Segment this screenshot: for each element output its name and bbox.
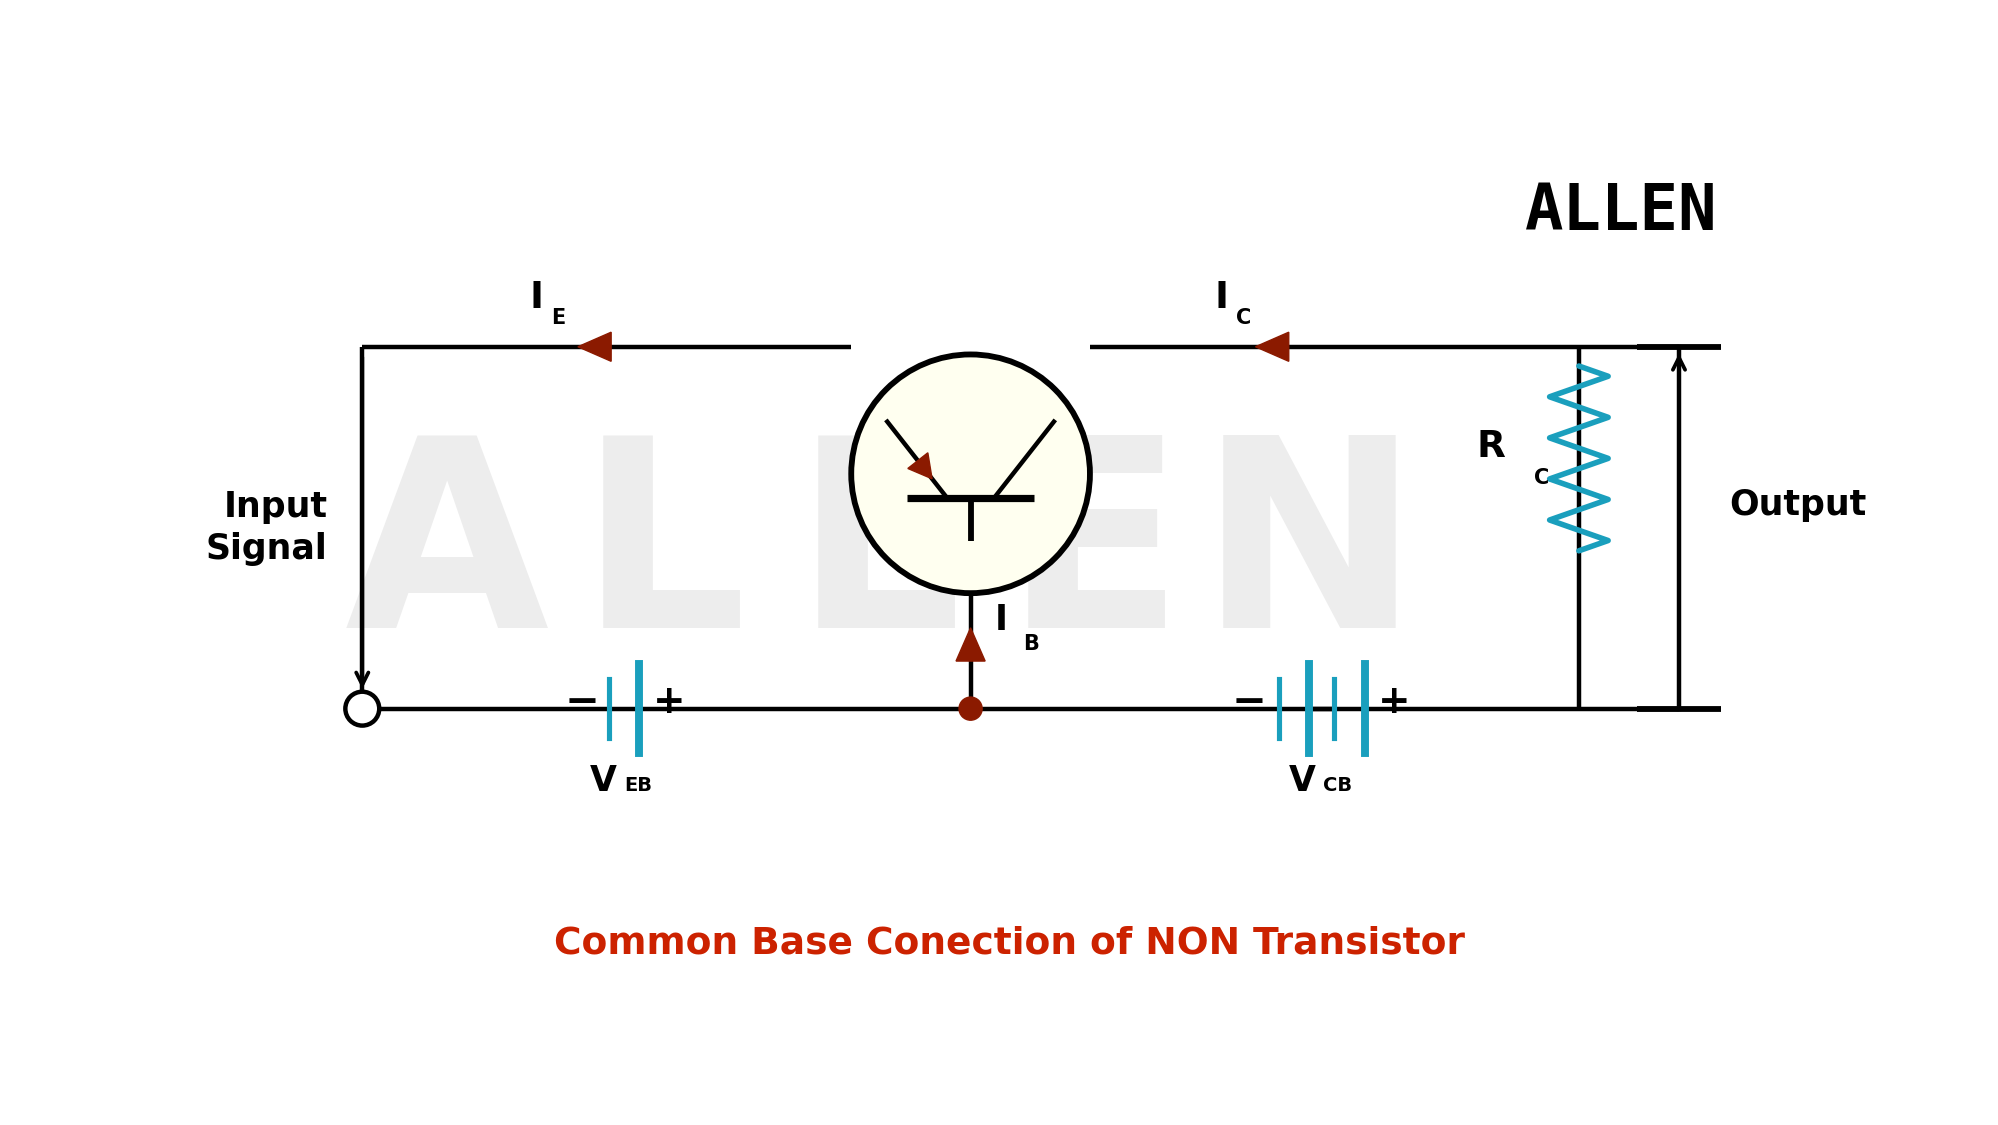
Text: I: I [1215,280,1229,316]
Polygon shape [1255,332,1289,361]
Text: E: E [551,307,565,327]
Text: +: + [651,684,685,721]
Polygon shape [907,452,931,479]
Text: Common Base Conection of NON Transistor: Common Base Conection of NON Transistor [553,925,1465,961]
Text: I: I [995,603,1007,637]
Polygon shape [955,628,985,662]
Text: V: V [1289,764,1315,798]
Polygon shape [577,332,611,361]
Text: I: I [529,280,543,316]
Text: V: V [589,764,615,798]
Text: +: + [1377,684,1411,721]
Text: L: L [793,426,961,683]
Text: E: E [1003,426,1183,683]
Text: C: C [1532,468,1548,487]
Text: B: B [1023,634,1039,654]
Text: ALLEN: ALLEN [1524,181,1716,243]
Text: L: L [577,426,747,683]
Text: CB: CB [1323,776,1353,795]
Text: R: R [1477,429,1504,465]
Circle shape [959,698,981,720]
Text: A: A [346,426,549,683]
Text: Output: Output [1728,487,1866,522]
Circle shape [851,354,1089,593]
Text: C: C [1235,307,1251,327]
Text: Input
Signal: Input Signal [206,489,328,566]
Text: EB: EB [623,776,651,795]
Circle shape [346,692,380,726]
Text: −: − [1231,682,1267,723]
Text: −: − [563,682,599,723]
Text: N: N [1199,426,1419,683]
